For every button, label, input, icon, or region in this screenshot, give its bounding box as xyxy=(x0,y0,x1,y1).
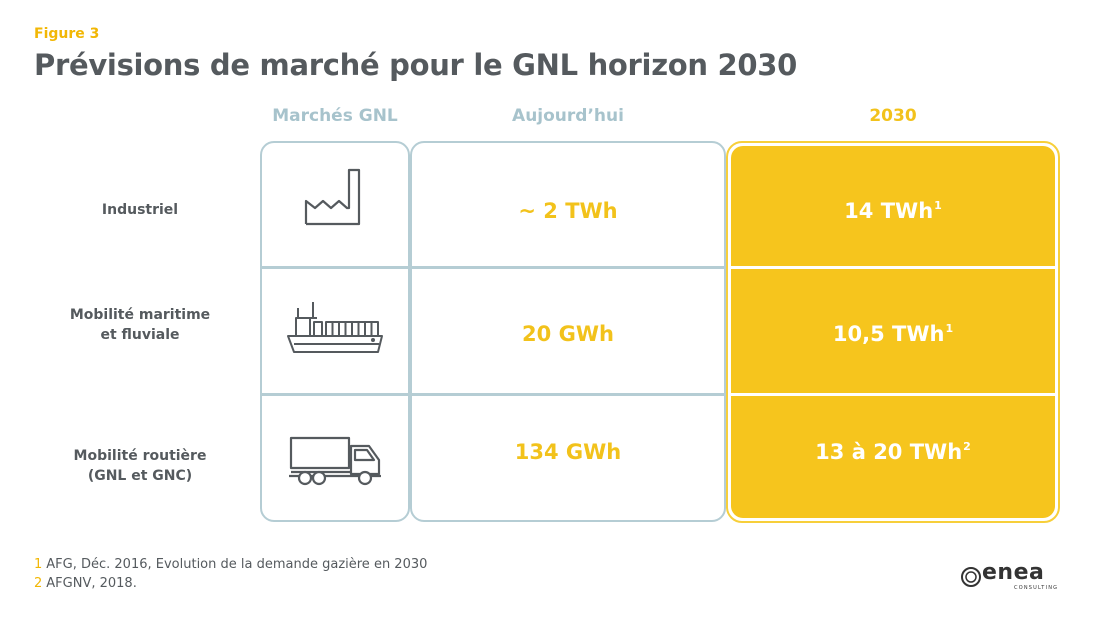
today-value-industrial: ~ 2 TWh xyxy=(518,199,618,223)
today-value-maritime: 20 GWh xyxy=(522,322,614,346)
column-header-markets: Marchés GNL xyxy=(272,106,398,126)
row-label-road: Mobilité routière (GNL et GNC) xyxy=(40,446,240,486)
column-header-today: Aujourd’hui xyxy=(512,106,624,126)
row-label-line: Mobilité routière xyxy=(73,448,207,464)
row-separator xyxy=(731,266,1055,269)
row-label-line: Industriel xyxy=(101,202,179,218)
today-panel xyxy=(410,141,726,522)
row-label-line: et fluviale xyxy=(100,327,180,343)
footnote-ref: 1 xyxy=(934,199,942,212)
chart-title: Prévisions de marché pour le GNL horizon… xyxy=(34,48,798,82)
factory-icon xyxy=(304,168,361,226)
future-value-industrial: 14 TWh1 xyxy=(731,199,1055,223)
future-value-text: 13 à 20 TWh xyxy=(815,440,963,464)
future-panel-frame xyxy=(726,141,1060,523)
footnote-text: AFG, Déc. 2016, Evolution de la demande … xyxy=(46,557,428,572)
footnote-1: 1 AFG, Déc. 2016, Evolution de la demande… xyxy=(34,557,427,572)
today-value-road: 134 GWh xyxy=(514,440,622,464)
enea-logo: enea CONSULTING xyxy=(960,560,1060,594)
logo-name: enea xyxy=(982,560,1045,585)
row-label-line: (GNL et GNC) xyxy=(87,468,193,484)
footnote-text: AFGNV, 2018. xyxy=(46,576,137,591)
footnote-number: 1 xyxy=(34,557,43,572)
icons-panel xyxy=(260,141,410,522)
logo-tagline: CONSULTING xyxy=(1014,585,1059,591)
future-value-road: 13 à 20 TWh2 xyxy=(731,440,1055,464)
future-panel xyxy=(731,146,1055,518)
enea-logo-mark-icon xyxy=(961,567,981,587)
row-label-maritime: Mobilité maritime et fluviale xyxy=(40,305,240,345)
truck-icon xyxy=(289,436,381,486)
column-header-2030: 2030 xyxy=(869,106,917,126)
future-value-text: 14 TWh xyxy=(844,199,934,223)
ship-icon xyxy=(287,302,383,353)
footnote-ref: 2 xyxy=(963,440,971,453)
row-separator xyxy=(731,393,1055,396)
footnote-2: 2 AFGNV, 2018. xyxy=(34,576,137,591)
future-value-text: 10,5 TWh xyxy=(832,322,945,346)
footnote-ref: 1 xyxy=(945,322,954,335)
footnote-number: 2 xyxy=(34,576,43,591)
row-label-line: Mobilité maritime xyxy=(69,307,211,323)
figure-label: Figure 3 xyxy=(34,26,100,42)
future-value-maritime: 10,5 TWh1 xyxy=(731,322,1055,346)
row-separator xyxy=(262,266,724,269)
row-separator xyxy=(262,393,724,396)
row-label-industrial: Industriel xyxy=(40,200,240,220)
